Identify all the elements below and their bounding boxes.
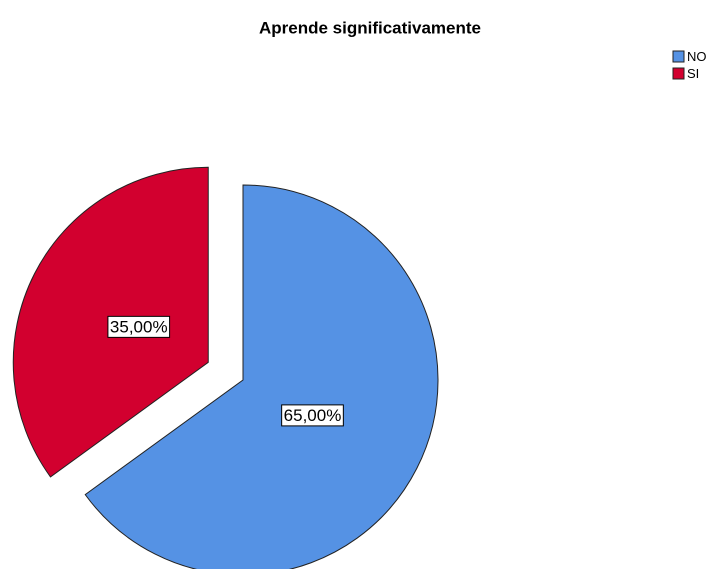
data-label: 65,00% [284,406,342,425]
legend-label: NO [687,49,707,64]
legend-swatch [672,50,685,63]
data-label-box [107,315,171,338]
data-label: 35,00% [110,317,168,336]
legend-label: SI [687,66,699,81]
legend-swatch [672,67,685,80]
data-label-box [281,404,344,427]
chart-title: Aprende significativamente [259,18,481,37]
pie-slice [84,184,439,569]
